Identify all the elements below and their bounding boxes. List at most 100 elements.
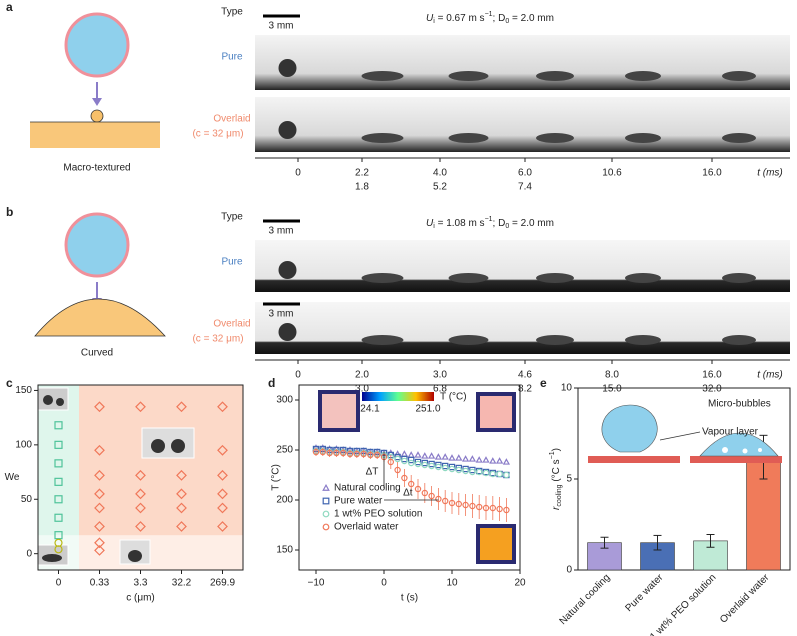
marker	[408, 480, 415, 488]
marker	[94, 502, 105, 514]
marker	[312, 448, 320, 456]
marker	[469, 468, 476, 476]
droplet	[361, 133, 404, 143]
x-axis-label: c (μm)	[126, 593, 155, 604]
marker	[135, 521, 146, 532]
marker	[462, 467, 469, 475]
marker	[322, 523, 330, 531]
photo-frame	[598, 302, 688, 354]
droplet	[625, 133, 661, 143]
marker	[442, 497, 449, 505]
marker	[135, 469, 146, 481]
panel-label: d	[268, 376, 275, 390]
marker	[435, 463, 442, 471]
x-tick-label: 10	[446, 578, 458, 589]
marker	[322, 483, 330, 491]
marker	[461, 455, 470, 462]
marker	[414, 485, 422, 493]
legend-label: 1 wt% PEO solution	[334, 509, 422, 520]
marker	[482, 469, 490, 477]
colorbar-label: 24.1	[360, 404, 380, 415]
photo-frame	[340, 302, 425, 354]
c-insets	[37, 387, 195, 566]
text-part: U	[426, 218, 434, 229]
text-part: −1	[485, 216, 493, 223]
marker	[94, 444, 105, 456]
marker	[54, 477, 63, 486]
y-tick-label: 50	[21, 494, 33, 505]
marker	[448, 454, 456, 461]
scale-bar-label: 3 mm	[269, 309, 294, 320]
droplet	[722, 335, 756, 345]
row-note: (c = 32 μm)	[192, 334, 243, 345]
text-part: i	[433, 223, 435, 230]
droplet	[448, 133, 489, 143]
photo-frame	[255, 35, 340, 90]
marker	[217, 521, 228, 532]
photo-frame	[425, 35, 512, 90]
marker	[428, 492, 435, 500]
marker	[346, 450, 354, 458]
text-part: (°C s	[551, 459, 562, 484]
x-tick-label: Overlaid water	[718, 572, 772, 626]
panel-label: e	[540, 376, 547, 390]
row-label: Pure	[221, 257, 243, 268]
marker	[217, 488, 228, 500]
marker	[442, 462, 449, 470]
droplet	[448, 71, 489, 81]
time-label: 8.0	[605, 370, 619, 381]
legend-label: Natural cooling	[334, 483, 401, 494]
marker	[176, 401, 187, 413]
marker	[393, 450, 402, 457]
marker	[476, 468, 483, 476]
marker	[54, 440, 63, 449]
droplet	[361, 335, 404, 345]
text-part: cooling	[556, 484, 563, 506]
colorbar-title: T (°C)	[440, 392, 467, 403]
droplet	[361, 71, 404, 81]
marker	[217, 444, 228, 456]
droplet	[625, 71, 661, 81]
marker	[502, 458, 511, 465]
time-label: 3.0	[433, 370, 447, 381]
droplet	[722, 71, 756, 81]
y-axis-label: rcooling (°C s−1)	[549, 448, 563, 510]
marker	[135, 488, 146, 500]
annotation: Vapour layer	[702, 427, 759, 438]
y-tick-label: 150	[15, 385, 32, 396]
photo-frame	[512, 35, 598, 90]
photo-frame	[688, 35, 790, 90]
photo-frame	[255, 302, 340, 354]
marker	[326, 449, 333, 457]
time-label: 1.8	[355, 182, 369, 193]
e-inset	[588, 404, 782, 463]
plot-frame	[298, 384, 521, 571]
marker	[469, 466, 476, 474]
type-header: Type	[221, 212, 243, 223]
y-axis-label: T (°C)	[271, 464, 282, 491]
photo-frame	[340, 97, 425, 152]
marker	[503, 471, 510, 479]
marker	[217, 502, 228, 514]
droplet	[278, 261, 297, 279]
text-part: r	[551, 506, 562, 510]
marker	[360, 450, 367, 458]
photo-frame	[512, 97, 598, 152]
marker	[394, 466, 401, 474]
d-insets	[318, 390, 516, 564]
panel-label: c	[6, 376, 13, 390]
time-label: 15.0	[602, 384, 622, 395]
marker	[455, 454, 463, 461]
marker	[54, 459, 63, 468]
marker	[489, 504, 496, 512]
marker	[94, 537, 105, 549]
marker	[441, 453, 449, 460]
marker	[408, 456, 415, 464]
marker	[353, 450, 360, 458]
marker	[176, 469, 187, 481]
marker	[407, 451, 415, 458]
text-part: 0	[505, 223, 509, 230]
y-tick-label: 10	[561, 383, 573, 394]
colorbar-label: 251.0	[415, 404, 440, 415]
